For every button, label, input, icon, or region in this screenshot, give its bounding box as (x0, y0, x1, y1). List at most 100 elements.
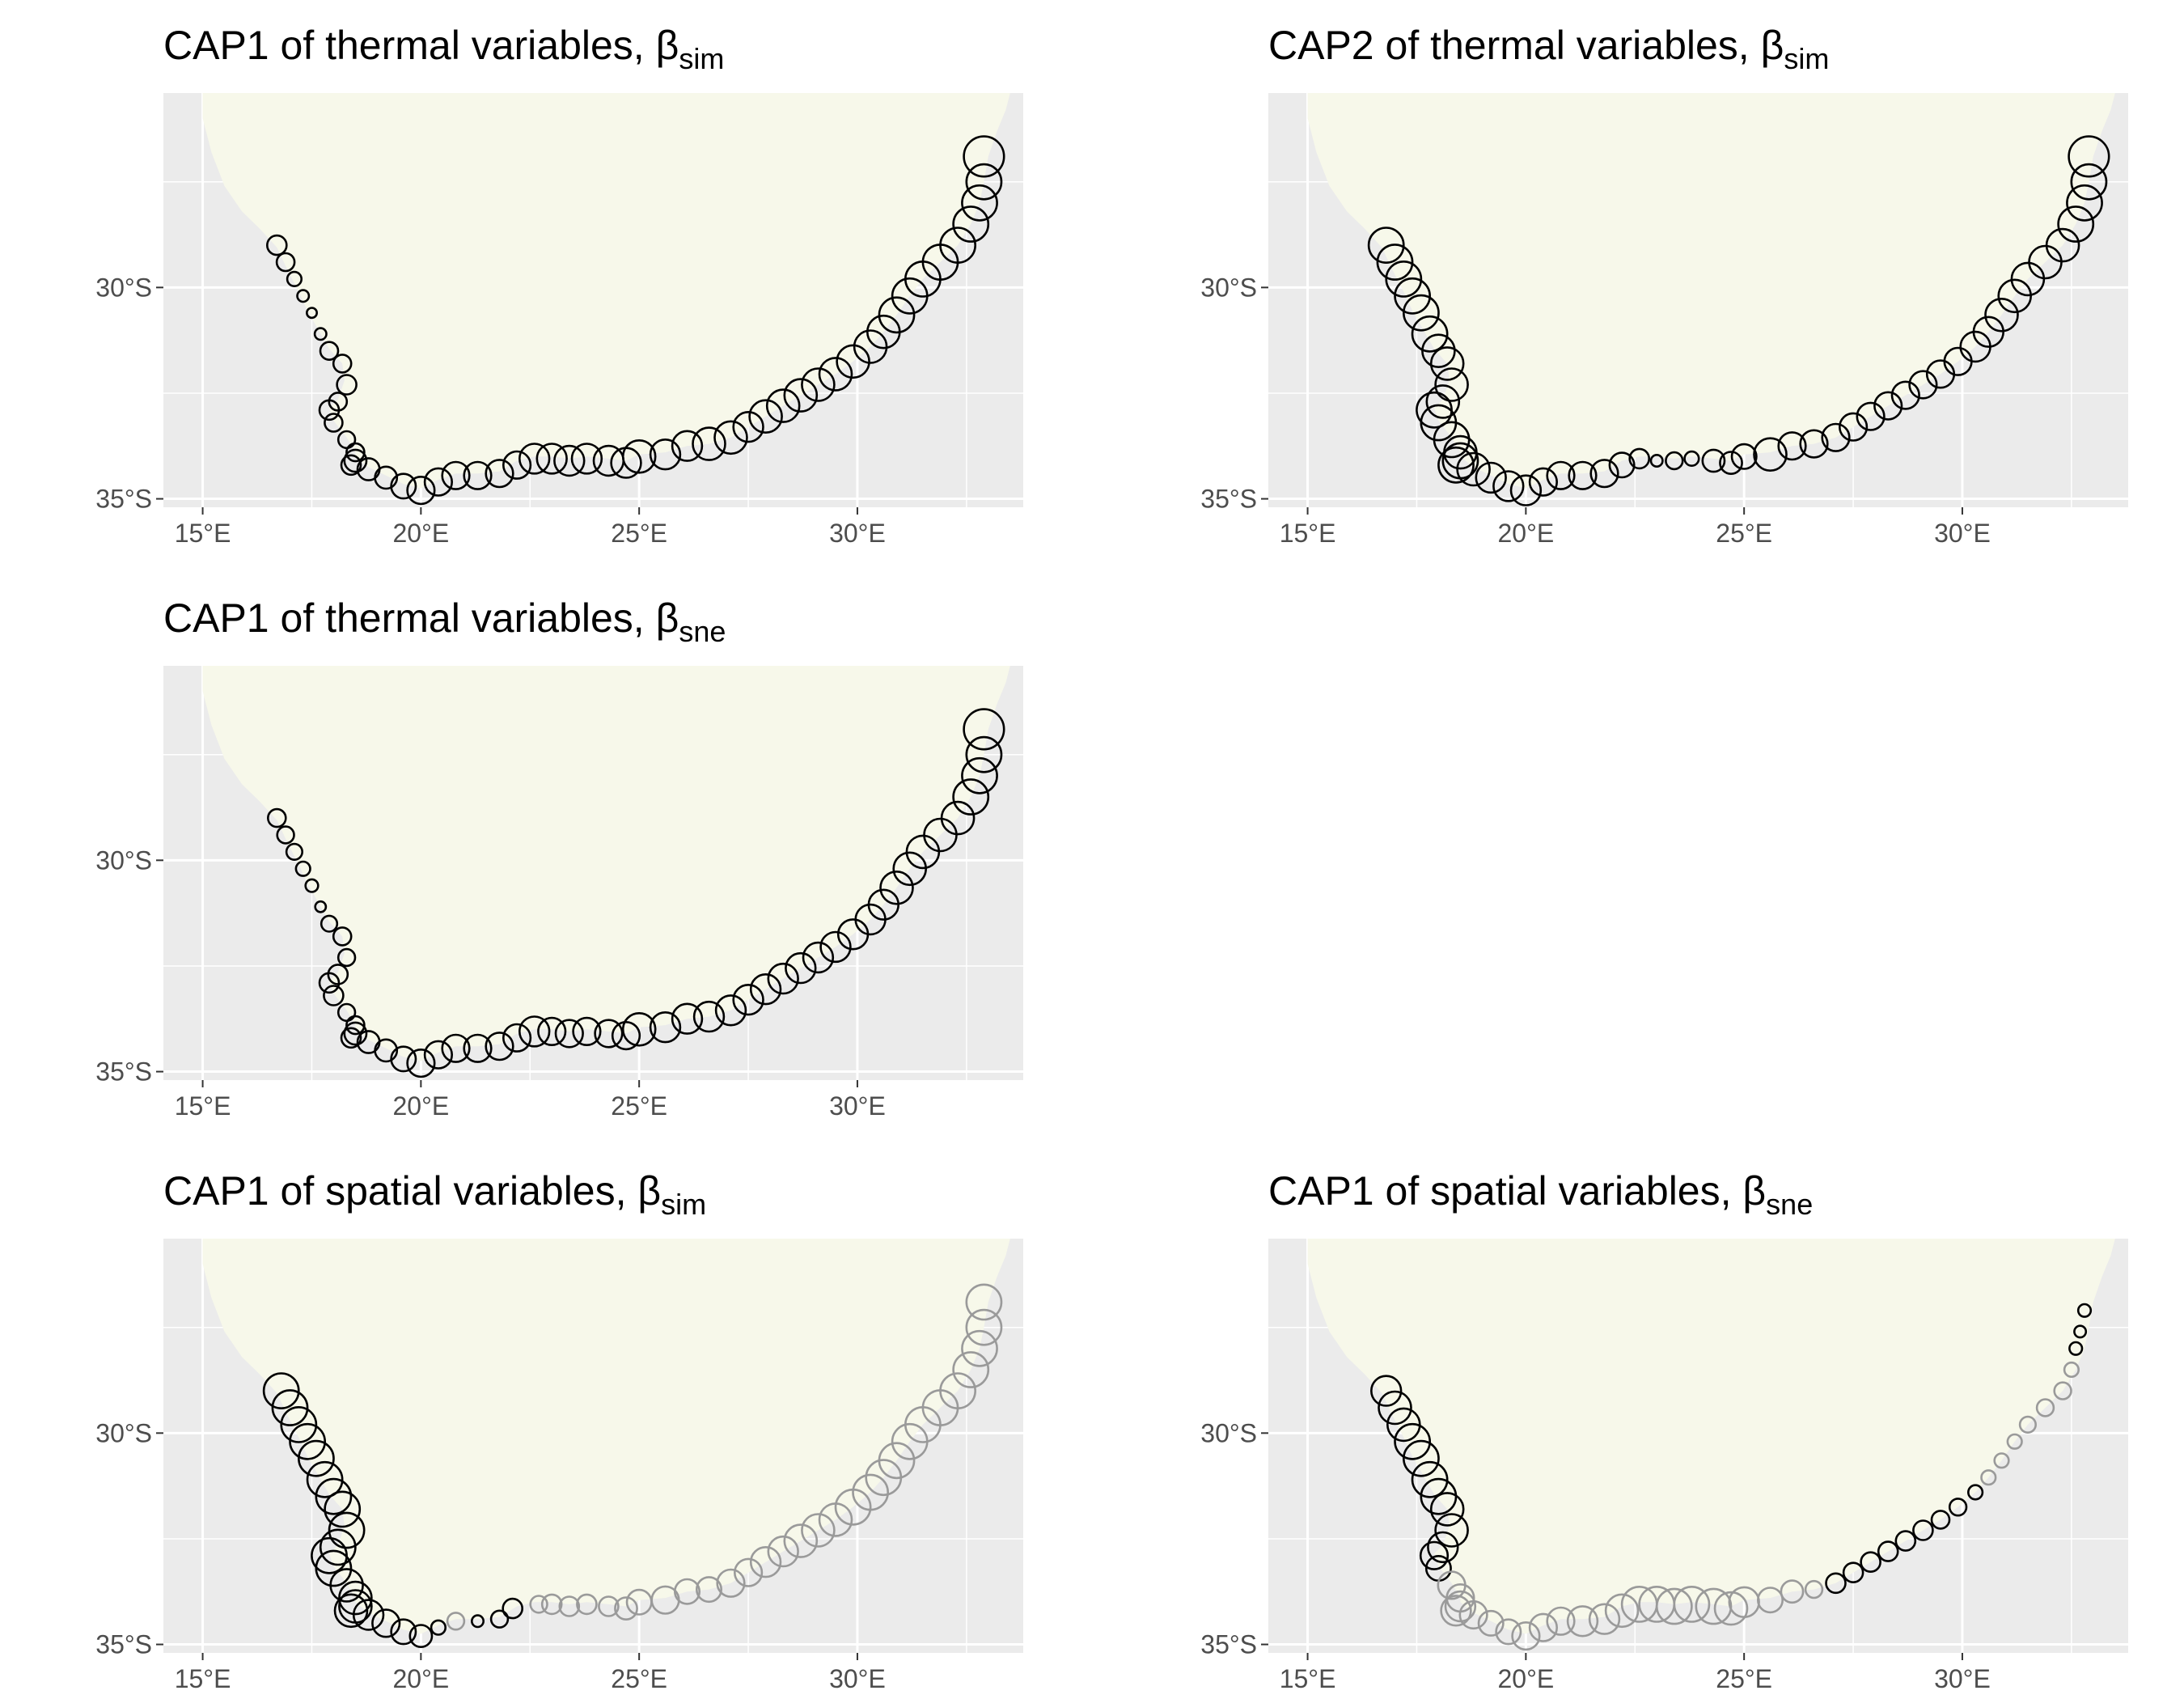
site-point (441, 1033, 471, 1063)
site-point (1701, 448, 1726, 473)
site-point (1649, 453, 1664, 468)
site-point (262, 1372, 300, 1410)
site-point (305, 307, 318, 320)
site-point (463, 460, 493, 490)
site-point (485, 459, 514, 489)
site-point (878, 296, 916, 334)
site-point (671, 1002, 704, 1035)
site-point (1429, 346, 1465, 381)
site-point (314, 900, 328, 913)
map-panel-4: CAP1 of spatial variables, βsim 15°E 20°E 2… (95, 1168, 1023, 1693)
site-point (1608, 451, 1636, 479)
site-point (518, 443, 551, 475)
x-tick-label: 15°E (1280, 1664, 1336, 1693)
site-point (1967, 1484, 1984, 1501)
site-point (732, 411, 764, 443)
site-point (961, 184, 998, 222)
site-point (408, 1624, 434, 1649)
site-point (304, 878, 320, 893)
site-point (939, 1372, 977, 1410)
site-point (1440, 1595, 1472, 1627)
site-point (329, 1568, 364, 1603)
site-point (324, 413, 344, 433)
site-point (1546, 460, 1576, 490)
x-tick-label: 20°E (1497, 519, 1554, 548)
site-point (323, 985, 345, 1006)
site-point (1777, 431, 1807, 461)
map-panel-2: CAP2 of thermal variables, βsim 15°E 20°E 2… (1200, 23, 2128, 548)
site-point (313, 327, 328, 341)
site-point (1799, 429, 1829, 459)
site-point (1403, 1439, 1440, 1477)
site-point (1477, 1609, 1505, 1637)
x-tick-label: 30°E (829, 1091, 886, 1121)
panel-title: CAP1 of thermal variables, βsim (163, 23, 724, 75)
site-point (319, 1528, 357, 1566)
site-point (1655, 1587, 1693, 1625)
site-point (328, 1511, 366, 1549)
panel-title-main: CAP1 of spatial variables, β (1268, 1168, 1766, 1214)
site-point (1683, 450, 1700, 468)
x-tick-label: 30°E (1934, 1664, 1991, 1693)
site-point (836, 344, 870, 379)
site-point (2068, 135, 2110, 178)
site-point (265, 234, 288, 256)
points-layer (265, 135, 1005, 506)
site-point (271, 1389, 309, 1426)
site-point (749, 972, 782, 1006)
site-point (1984, 297, 2019, 333)
site-point (879, 871, 914, 905)
x-tick-label: 30°E (829, 519, 886, 548)
site-point (502, 1023, 532, 1053)
site-point (818, 357, 853, 392)
site-point (2063, 1361, 2080, 1379)
site-point (446, 1612, 466, 1631)
x-tick-label: 20°E (1497, 1664, 1554, 1693)
site-point (2076, 1303, 2093, 1318)
site-point (2018, 1415, 2037, 1434)
site-point (852, 1473, 890, 1511)
site-point (502, 450, 532, 480)
site-point (1458, 1599, 1488, 1630)
site-point (2053, 1381, 2072, 1400)
site-point (819, 930, 852, 964)
site-point (1730, 443, 1758, 470)
site-point (430, 1619, 447, 1636)
site-point (345, 442, 366, 463)
x-tick-label: 30°E (829, 1664, 886, 1693)
site-point (767, 962, 799, 995)
site-point (1456, 451, 1491, 487)
site-point (749, 1545, 782, 1578)
site-point (785, 951, 817, 985)
site-point (2068, 1341, 2084, 1356)
x-tick-label: 25°E (611, 1091, 667, 1121)
site-point (1804, 1579, 1824, 1599)
site-point (336, 947, 357, 968)
y-tick-label: 30°S (95, 1418, 152, 1447)
site-point (320, 914, 339, 933)
site-point (714, 994, 747, 1027)
site-point (1509, 474, 1543, 506)
site-point (2006, 1433, 2023, 1450)
site-point (802, 941, 835, 974)
site-point (343, 1021, 368, 1046)
site-point (1425, 384, 1461, 419)
site-point (1695, 1587, 1733, 1625)
panel-title: CAP2 of thermal variables, βsim (1268, 23, 1829, 75)
site-point (1421, 333, 1456, 369)
site-point (2035, 1398, 2055, 1417)
points-layer (266, 708, 1005, 1078)
site-point (801, 1513, 836, 1548)
site-point (2057, 205, 2095, 243)
site-point (649, 1011, 682, 1044)
site-point (1434, 367, 1469, 402)
site-point (406, 1048, 436, 1078)
site-point (374, 465, 399, 490)
site-point (336, 374, 358, 396)
site-point (1434, 1513, 1469, 1548)
site-point (1825, 1572, 1847, 1595)
site-point (963, 135, 1005, 178)
site-point (1839, 412, 1869, 442)
y-tick-label: 30°S (1200, 1418, 1257, 1447)
site-point (1948, 1498, 1968, 1517)
